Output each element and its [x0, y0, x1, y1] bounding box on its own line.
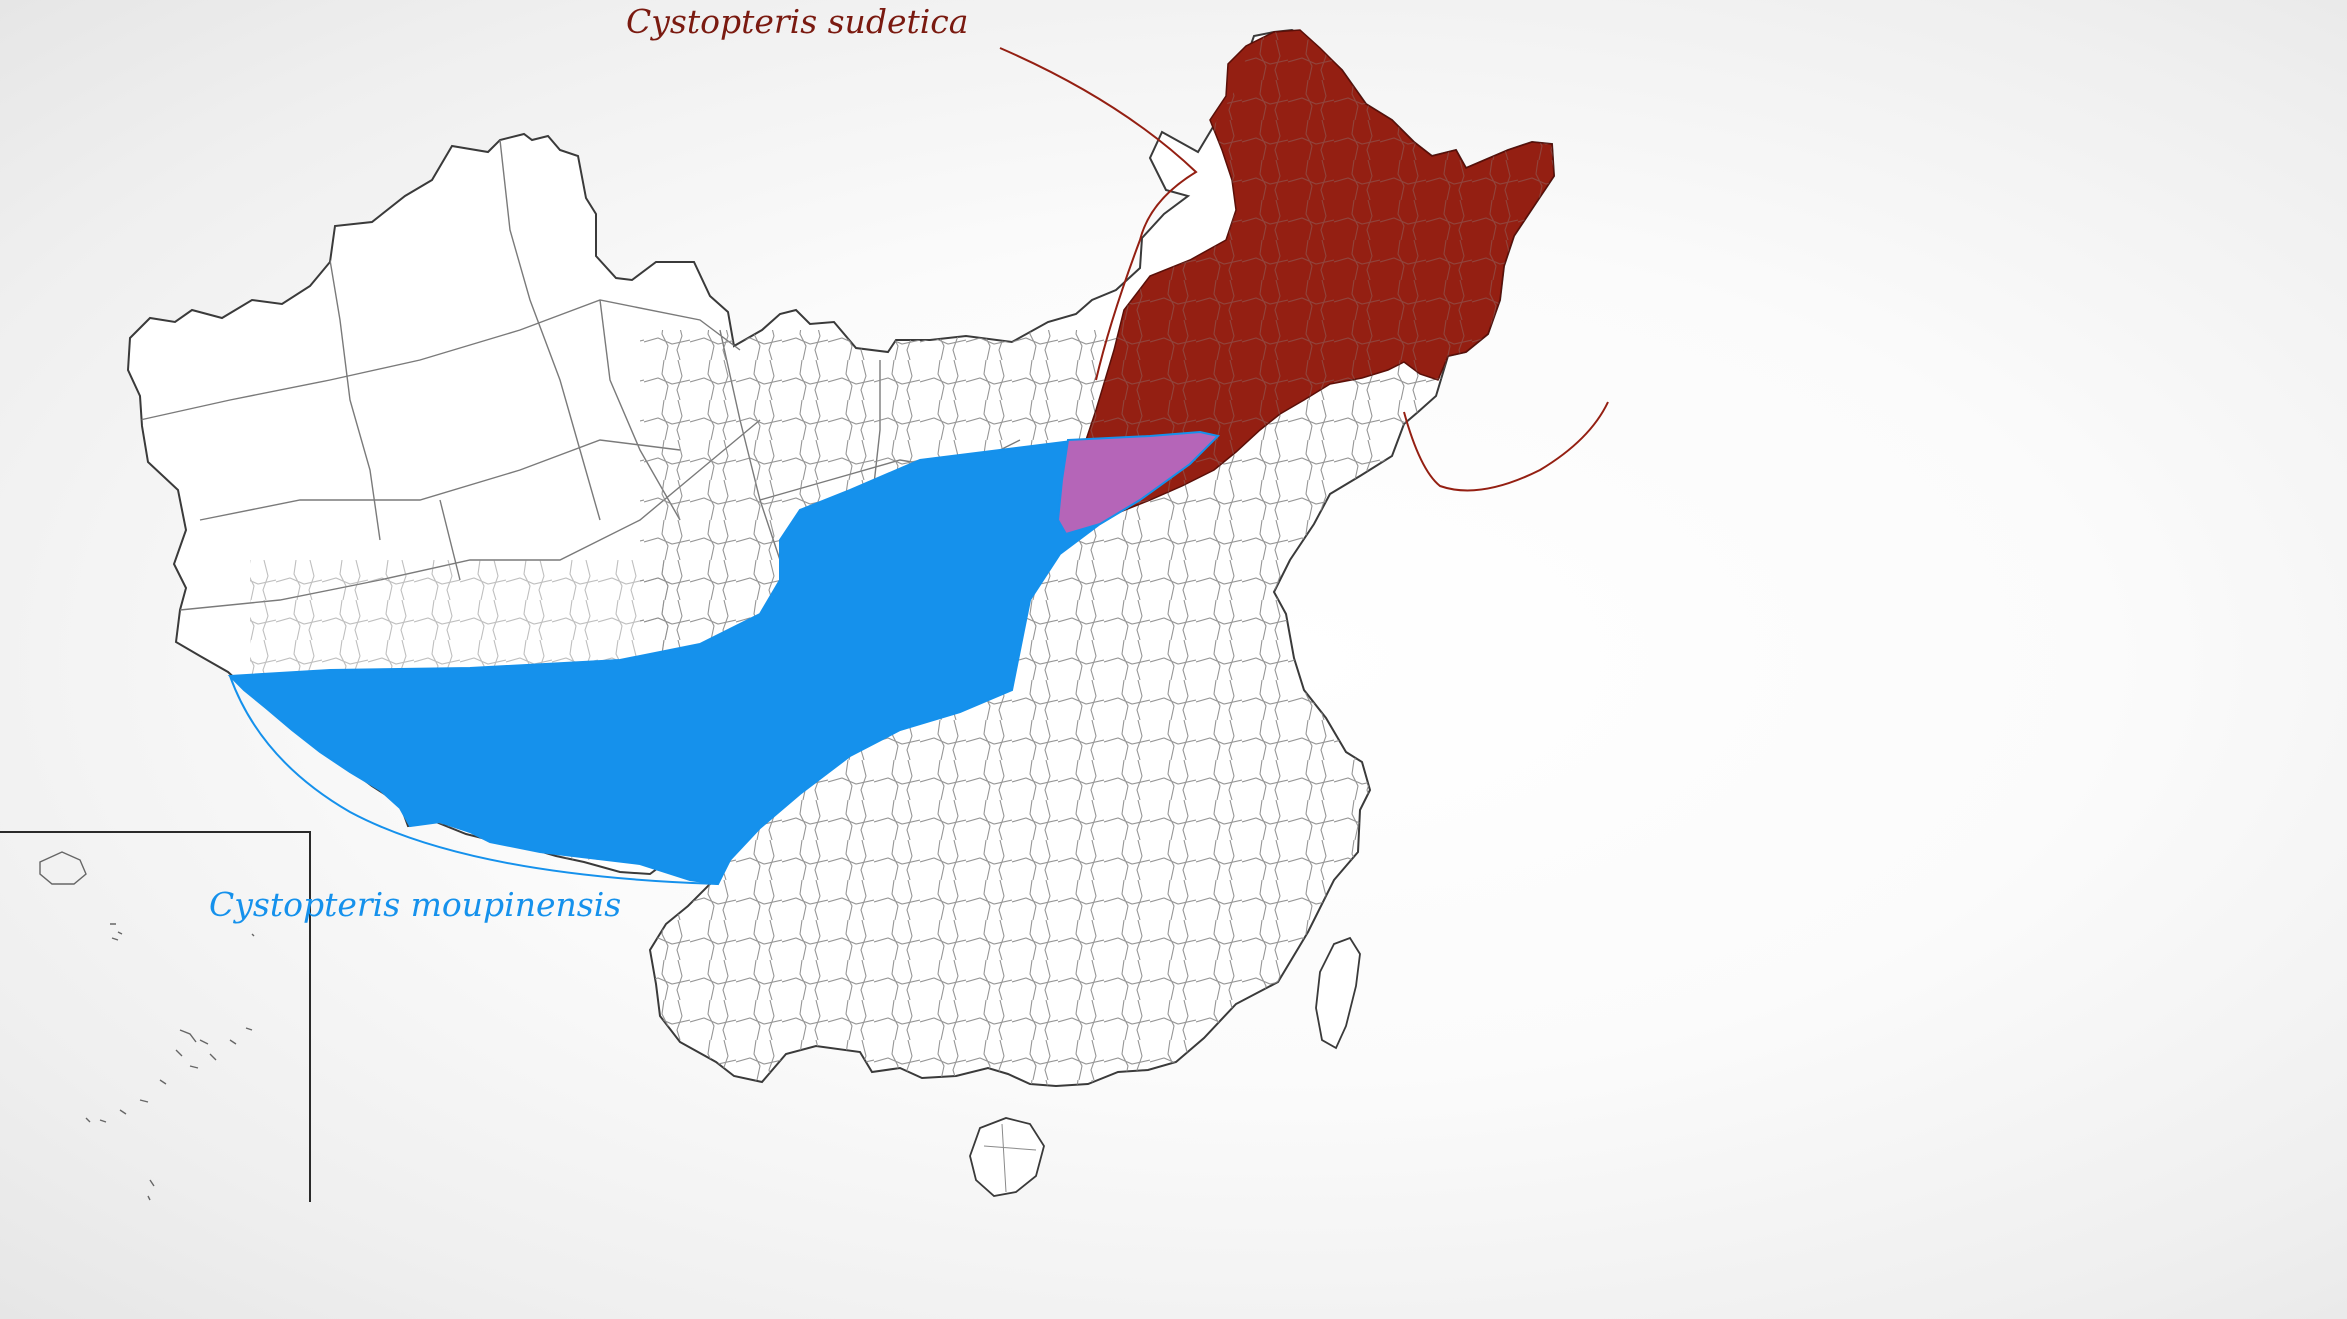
hainan-island: [969, 1117, 1045, 1197]
taiwan-island: [1315, 936, 1361, 1050]
overlap-zone: [1056, 430, 1220, 536]
sudetica-outline-arc-north: [999, 47, 1198, 381]
sudetica-outline-arc-east: [1403, 401, 1609, 492]
moupinensis-range: [227, 430, 1220, 886]
moupinensis-label: Cystopteris moupinensis: [209, 885, 622, 924]
sudetica-label: Cystopteris sudetica: [626, 2, 969, 41]
moupinensis-outline-arc: [229, 675, 719, 885]
south-china-sea-inset: [0, 831, 311, 1202]
